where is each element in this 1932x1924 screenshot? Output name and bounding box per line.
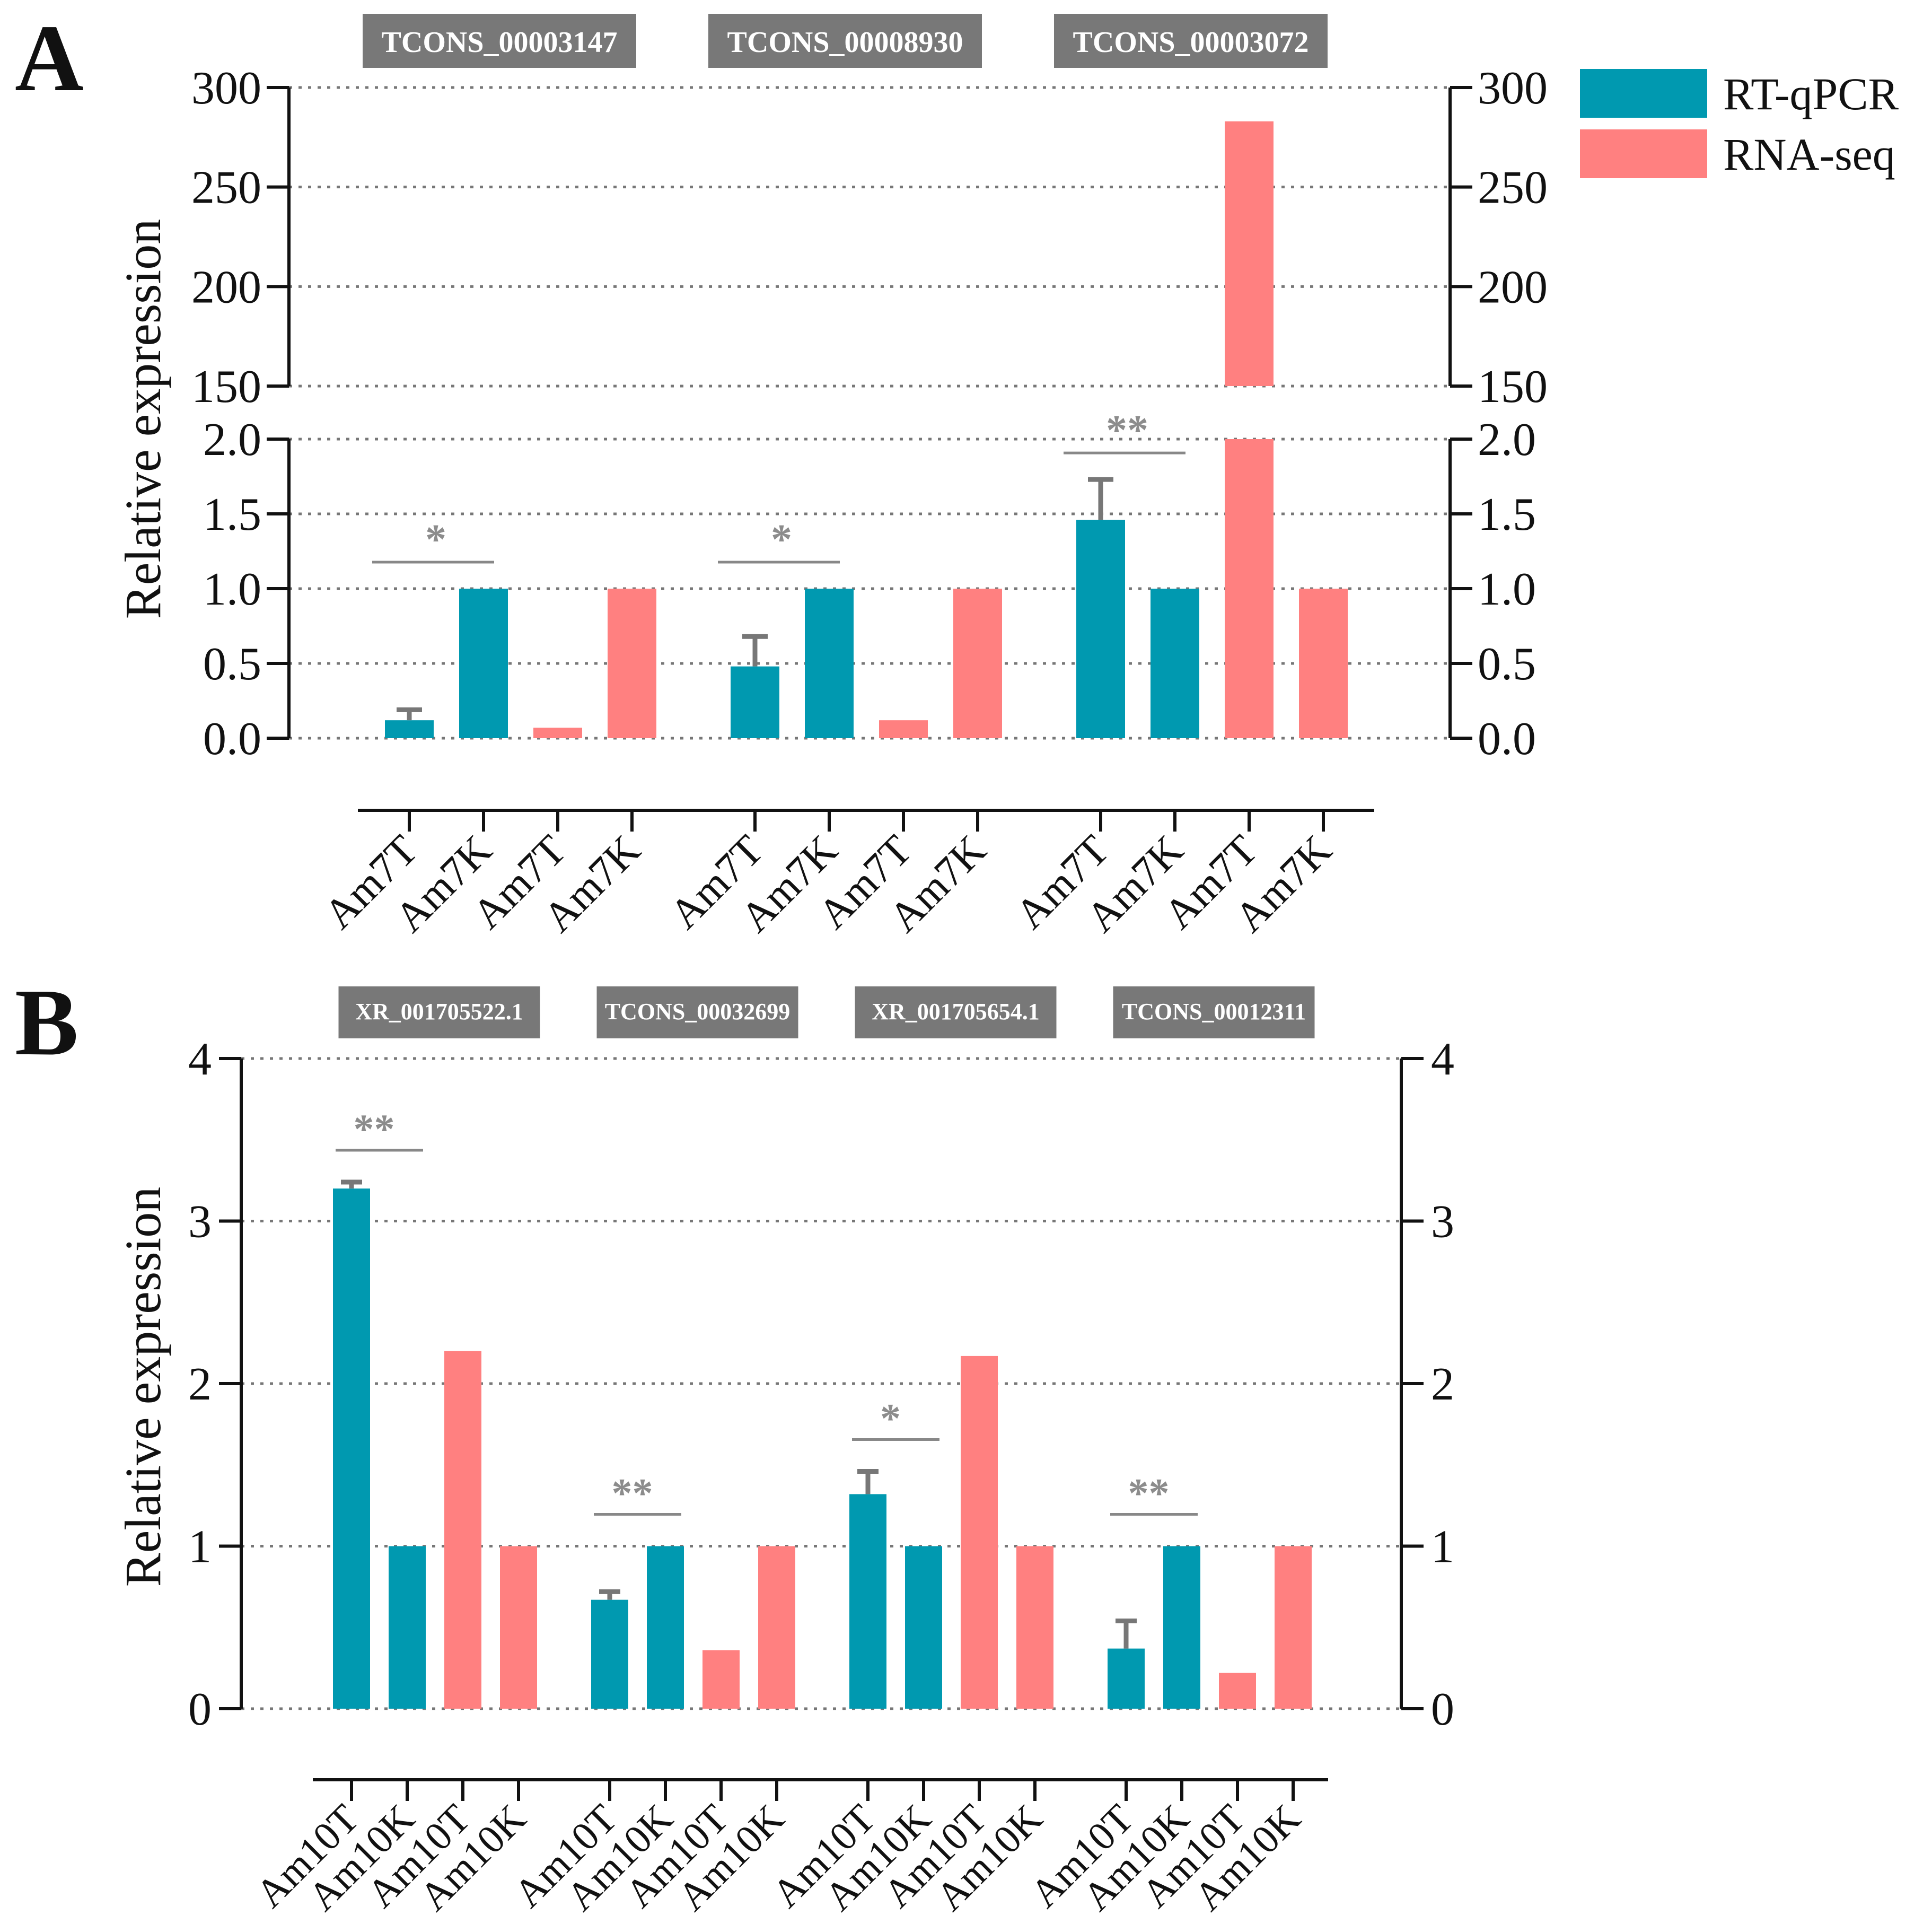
legend: RT-qPCR RNA-seq [1580,68,1899,180]
y-tick-label: 3 [188,1196,212,1248]
y-tick-label-right: 2.0 [1478,414,1536,466]
gene-label: XR_001705522.1 [355,999,523,1025]
y-tick-label-right: 4 [1431,1034,1454,1085]
significance-marker: ** [612,1470,653,1516]
significance-marker: * [771,517,792,563]
y-tick-label-right: 200 [1478,261,1548,313]
y-tick-label: 1 [188,1521,212,1573]
legend-label-qpcr: RT-qPCR [1723,68,1899,119]
gene-label: TCONS_00003072 [1073,26,1309,59]
y-tick-label-right: 1.0 [1478,564,1536,615]
bar [333,1188,370,1709]
bar [849,1494,886,1709]
bar [608,589,656,738]
panel-a-letter: A [15,5,84,111]
y-tick-label: 1.0 [203,564,261,615]
bar [533,728,582,738]
panel-a-ylabel: Relative expression [115,219,171,619]
gene-label: TCONS_00008930 [727,26,963,59]
panel-b-ylabel: Relative expression [115,1187,171,1587]
bar [1151,589,1199,738]
significance-marker: ** [354,1106,395,1152]
y-tick-label: 250 [191,162,261,214]
gene-label: TCONS_00012311 [1122,999,1306,1025]
significance-marker: * [425,517,446,563]
bar-upper-segment [1225,121,1274,386]
y-tick-label: 0.0 [203,713,261,765]
y-tick-label-right: 0.0 [1478,713,1536,765]
panel-b-plot: 0 01 12 23 34 4XR_001705522.1Am10TAm10KAm10TA… [188,986,1454,1919]
y-tick-label-right: 0 [1431,1684,1454,1735]
bar [1016,1546,1053,1709]
panel-b-letter: B [15,969,78,1075]
y-tick-label-right: 300 [1478,63,1548,114]
legend-swatch-qpcr [1580,69,1707,118]
bar [702,1650,740,1709]
y-tick-label-right: 0.5 [1478,639,1536,690]
bar [1275,1546,1312,1709]
bar [500,1546,537,1709]
y-tick-label-right: 150 [1478,361,1548,413]
significance-marker: * [880,1395,901,1441]
bar [591,1599,628,1709]
y-tick-label: 200 [191,261,261,313]
y-tick-label-right: 1.5 [1478,489,1536,540]
bar [905,1546,942,1709]
bar [389,1546,426,1709]
bar [731,666,779,738]
gene-label-box [338,986,540,1038]
bar [961,1355,998,1709]
bar [1108,1648,1145,1709]
significance-marker: ** [1106,407,1148,454]
bar [385,720,434,738]
y-tick-label: 0.5 [203,639,261,690]
y-tick-label: 300 [191,63,261,114]
y-tick-label-right: 1 [1431,1521,1454,1573]
legend-label-rnaseq: RNA-seq [1723,129,1895,180]
y-tick-label-right: 250 [1478,162,1548,214]
y-tick-label-right: 2 [1431,1359,1454,1410]
gene-label-box [855,986,1057,1038]
gene-label: XR_001705654.1 [872,999,1040,1025]
y-tick-label: 2.0 [203,414,261,466]
gene-label-box [596,986,798,1038]
gene-label-box [363,14,636,68]
gene-label: TCONS_00003147 [382,26,618,59]
bar [1076,520,1125,738]
bar [1225,439,1274,738]
y-tick-label: 4 [188,1034,212,1085]
significance-marker: ** [1128,1470,1170,1516]
y-tick-label: 0 [188,1684,212,1735]
bar [459,589,508,738]
legend-swatch-rnaseq [1580,129,1707,178]
bar [647,1546,684,1709]
bar [1299,589,1348,738]
y-tick-label-right: 3 [1431,1196,1454,1248]
bar [879,720,928,738]
gene-label-box [1054,14,1328,68]
gene-label-box [1113,986,1315,1038]
y-tick-label: 2 [188,1359,212,1410]
gene-label-box [708,14,982,68]
bar [758,1546,795,1709]
bar [444,1351,481,1709]
y-tick-label: 150 [191,361,261,413]
bar [1163,1546,1200,1709]
bar [953,589,1002,738]
bar [1219,1673,1256,1709]
bar [805,589,854,738]
gene-label: TCONS_00032699 [605,999,791,1025]
y-tick-label: 1.5 [203,489,261,540]
